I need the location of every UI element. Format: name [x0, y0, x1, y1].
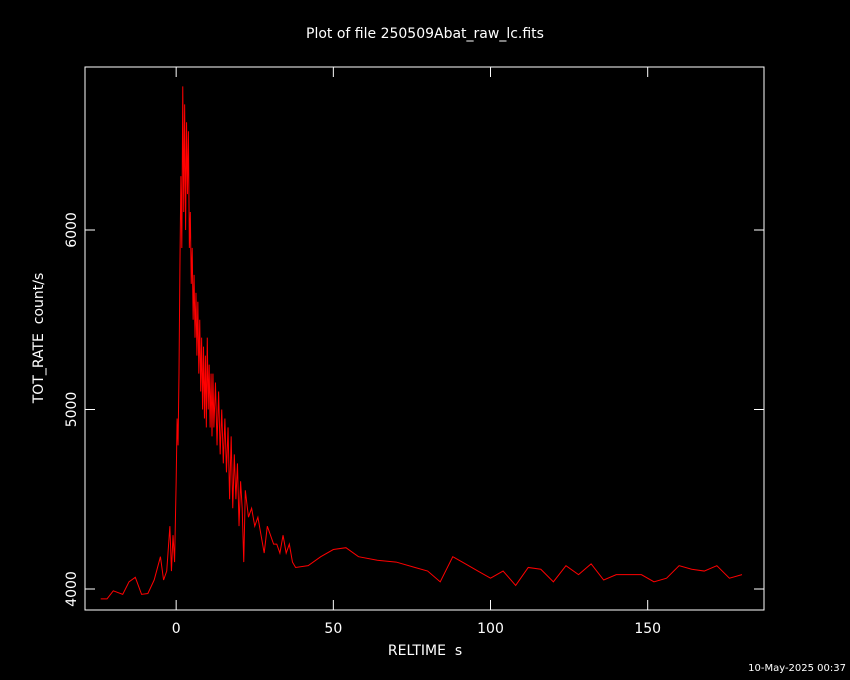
y-axis-label: TOT_RATE count/s [31, 273, 47, 405]
x-tick-label: 100 [477, 621, 504, 637]
x-tick-label: 150 [634, 621, 661, 637]
data-line [100, 86, 743, 600]
x-tick-label: 0 [172, 621, 181, 637]
chart-title: Plot of file 250509Abat_raw_lc.fits [306, 26, 544, 42]
y-tick-label: 6000 [64, 212, 80, 248]
x-tick-label: 50 [324, 621, 342, 637]
x-axis-label: RELTIME s [388, 643, 462, 659]
y-tick-label: 4000 [64, 571, 80, 607]
y-tick-label: 5000 [64, 392, 80, 428]
plot-frame [84, 66, 765, 611]
timestamp: 10-May-2025 00:37 [748, 663, 846, 674]
